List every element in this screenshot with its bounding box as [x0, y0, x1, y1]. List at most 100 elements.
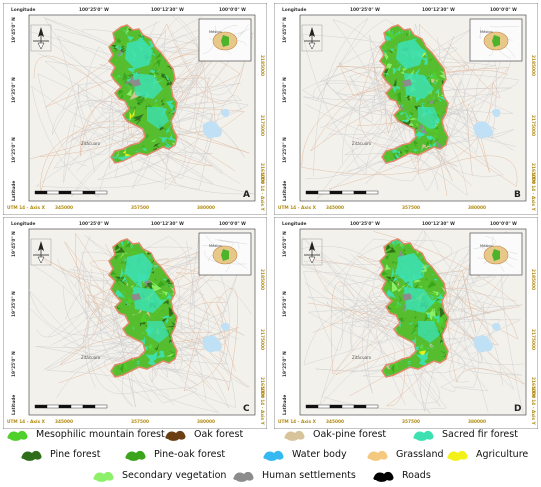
vegetation-patch [167, 314, 173, 319]
vegetation-patch [167, 282, 172, 287]
vegetation-patch [430, 73, 438, 79]
vegetation-patch [402, 250, 410, 256]
vegetation-patch [115, 277, 123, 288]
terrain-line [303, 295, 523, 366]
left-coordinate-label: 19°35'0" N [282, 77, 288, 103]
oak-pine-swatch-icon [284, 430, 305, 441]
panel-letter-label: D [514, 404, 521, 414]
bottom-coordinate-label: 380000 [468, 205, 486, 211]
vegetation-patch [128, 25, 134, 32]
vegetation-patch [416, 351, 429, 363]
vegetation-patch [401, 104, 405, 108]
utm-y-label: UTM 14 - Axis Y [259, 173, 265, 212]
vegetation-patch [157, 136, 168, 144]
vegetation-patch [409, 344, 424, 352]
town-label: Zitácuaro [352, 141, 372, 146]
vegetation-patch [158, 307, 162, 311]
vegetation-patch [152, 59, 161, 68]
vegetation-patch [118, 89, 124, 100]
vegetation-patch [166, 132, 177, 142]
vegetation-patch [152, 147, 158, 152]
vegetation-patch [428, 58, 432, 62]
vegetation-patch [424, 277, 428, 284]
vegetation-patch [156, 350, 165, 359]
vegetation-patch [389, 44, 398, 54]
vegetation-patch [126, 281, 129, 286]
right-coordinate-label: 2165000 [259, 377, 265, 398]
vegetation-patch [436, 291, 445, 299]
vegetation-patch [133, 360, 141, 367]
vegetation-patch [432, 126, 441, 133]
map-b: Zitácuaro México B Longitude 100°25'0" W 100°… [274, 3, 538, 215]
vegetation-patch [436, 106, 442, 116]
vegetation-patch [399, 295, 403, 302]
vegetation-patch [132, 113, 144, 127]
vegetation-patch [385, 243, 396, 254]
town-label: Zitácuaro [352, 355, 372, 360]
vegetation-patch [387, 154, 401, 162]
vegetation-patch [124, 25, 135, 35]
inset-map [198, 232, 252, 276]
vegetation-patch [118, 72, 129, 82]
vegetation-patch [110, 44, 118, 53]
map-panel-d: Zitácuaro México D Longitude 100°25'0" W 100°… [274, 217, 538, 429]
vegetation-patch [168, 306, 177, 318]
vegetation-patch [132, 115, 142, 122]
vegetation-patch [393, 78, 397, 87]
settlement [402, 293, 412, 301]
vegetation-patch [403, 112, 412, 118]
vegetation-patch [439, 350, 448, 359]
vegetation-patch [405, 116, 410, 120]
inset-label: México [209, 30, 222, 34]
reserve-outline [108, 238, 178, 378]
vegetation-patch [399, 29, 404, 35]
vegetation-patch [400, 110, 408, 116]
vegetation-patch [397, 316, 403, 323]
vegetation-patch [161, 315, 169, 325]
vegetation-patch [424, 310, 428, 314]
vegetation-patch [432, 99, 438, 105]
vegetation-patch [156, 278, 166, 289]
right-coordinate-label: 2185000 [530, 55, 536, 76]
north-arrow-icon [30, 24, 52, 52]
reserve-outline [379, 238, 449, 378]
vegetation-patch [124, 83, 129, 90]
vegetation-patch [160, 97, 167, 106]
vegetation-patch [165, 352, 176, 357]
vegetation-patch [396, 111, 400, 117]
sacred-fir-swatch-icon [413, 430, 434, 441]
vegetation-patch [422, 144, 432, 150]
right-coordinate-label: 2165000 [530, 377, 536, 398]
left-coordinate-label: 19°45'0" N [11, 231, 17, 257]
longitude-label: Longitude [11, 7, 35, 13]
terrain-line [401, 61, 515, 164]
vegetation-patch [114, 243, 125, 254]
vegetation-patch [116, 74, 121, 78]
left-coordinate-label: 19°45'0" N [11, 17, 17, 43]
vegetation-patch [429, 123, 435, 134]
settlement [402, 79, 412, 87]
panel-letter-label: B [514, 190, 521, 200]
vegetation-patch [420, 342, 425, 355]
vegetation-patch [438, 97, 442, 102]
vegetation-patch [129, 109, 135, 122]
terrain-line [67, 62, 212, 179]
utm-x-label: UTM 14 - Axis X [278, 205, 317, 211]
vegetation-patch [109, 268, 118, 275]
vegetation-patch [429, 307, 433, 311]
terrain-line [30, 54, 241, 160]
vegetation-patch [385, 373, 393, 377]
bottom-coordinate-label: 357500 [131, 205, 149, 211]
scale-bar [305, 190, 379, 195]
vegetation-patch [143, 311, 151, 318]
utm-y-label: UTM 14 - Axis Y [530, 173, 536, 212]
left-coordinate-label: 19°35'0" N [11, 77, 17, 103]
scale-bar [305, 404, 379, 409]
right-coordinate-label: 2185000 [530, 269, 536, 290]
vegetation-patch [414, 105, 422, 112]
vegetation-patch [149, 280, 162, 293]
vegetation-patch [128, 81, 136, 88]
water-body [473, 121, 493, 139]
water-body [221, 108, 230, 118]
inset-line [490, 26, 520, 28]
